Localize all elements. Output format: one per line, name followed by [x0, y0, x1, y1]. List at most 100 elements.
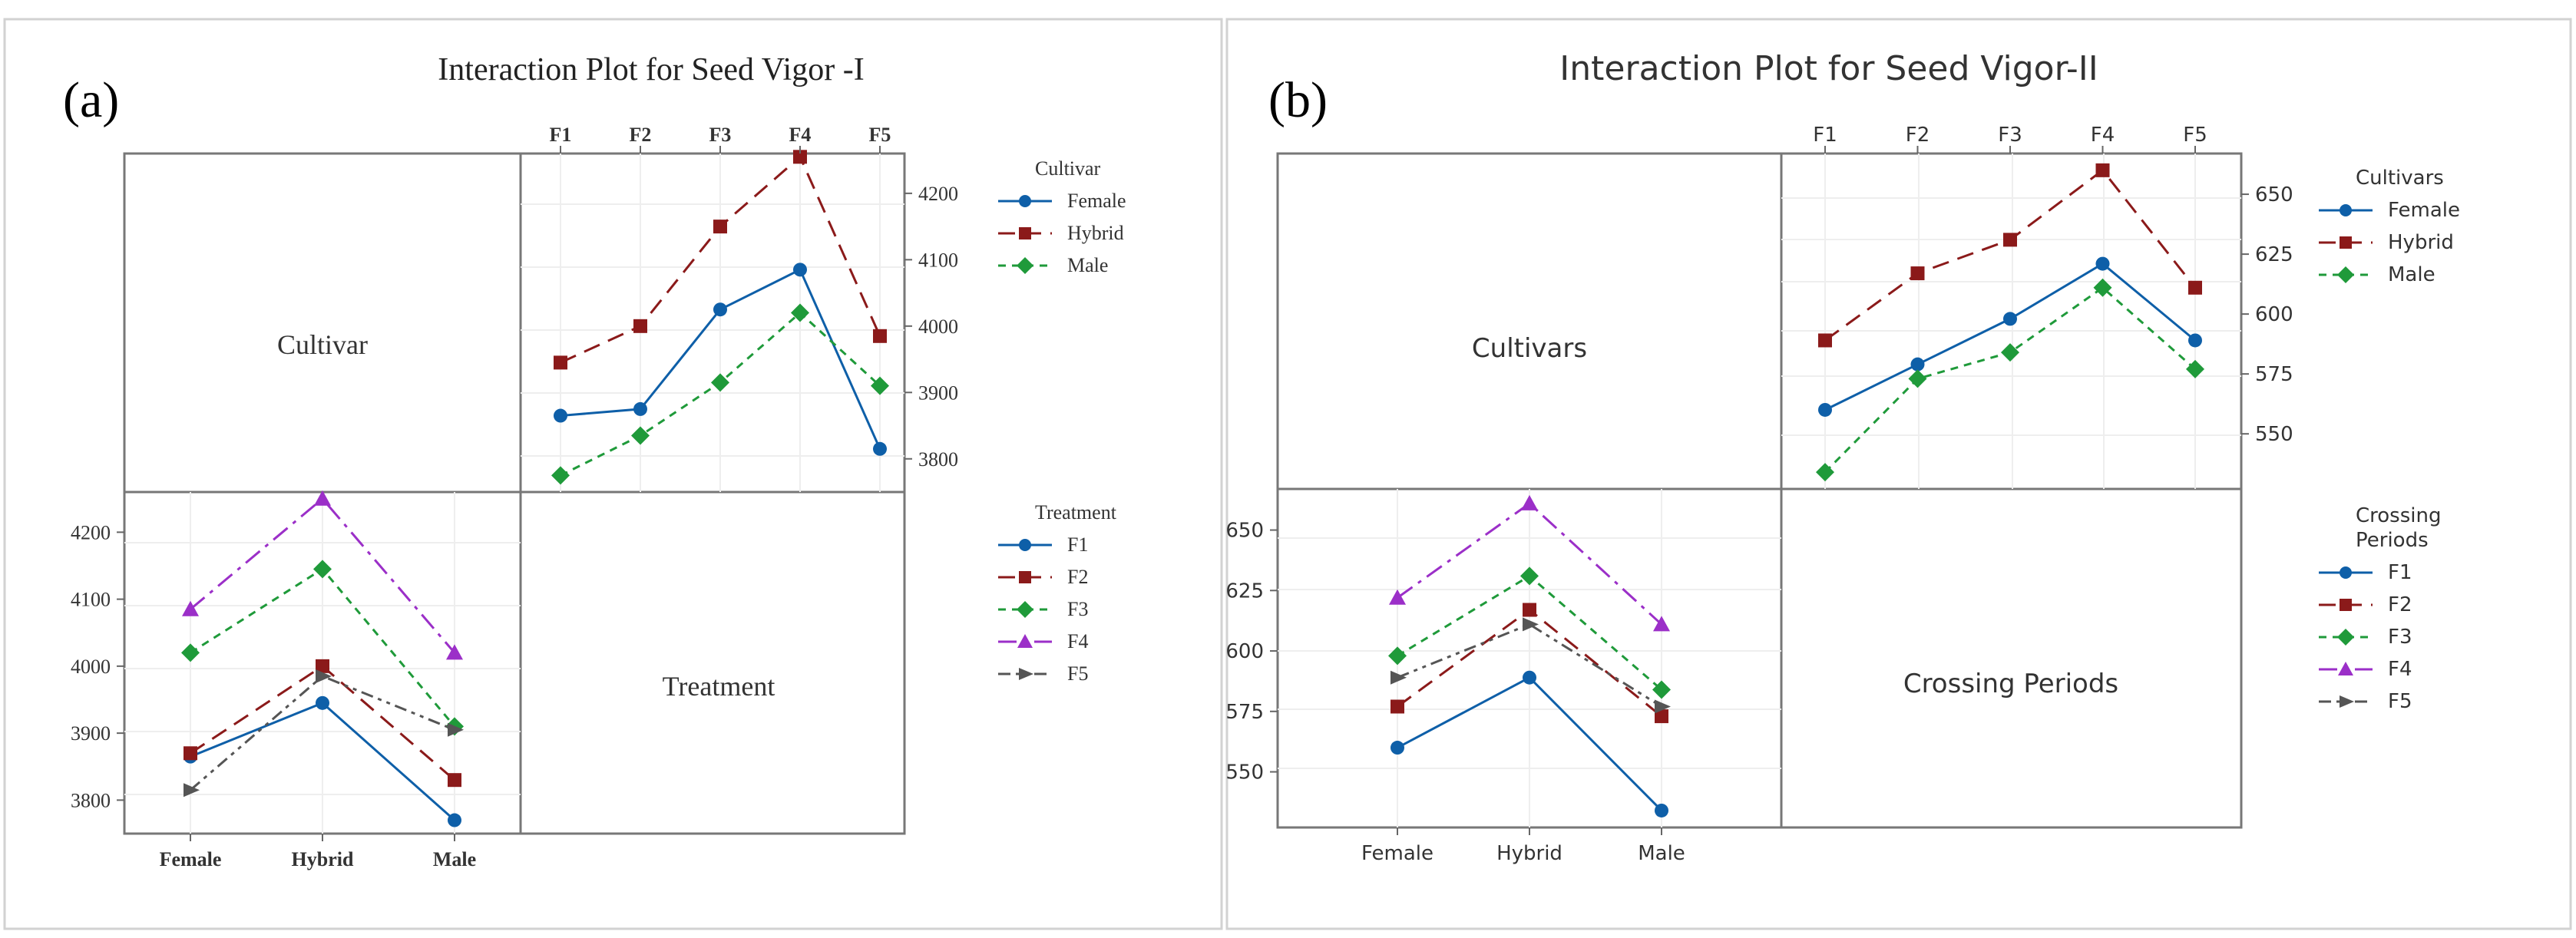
panel-b-tr-point-male	[2186, 359, 2204, 378]
panel-a-tr-point-male	[871, 376, 889, 395]
panel-a-bl-point-f4	[446, 644, 463, 660]
panel-a-bottom-legend-item: F2	[1067, 566, 1088, 588]
panel-b-bottom-legend-marker	[2340, 695, 2354, 708]
panel-b-bl-x-tick-label: Female	[1361, 842, 1433, 865]
panel-b-top-legend-marker	[2340, 204, 2352, 216]
panel-a-tr-y-tick-label: 4100	[918, 249, 958, 271]
panel-b-tr-point-male	[1816, 463, 1834, 482]
panel-a-top-legend-marker	[1019, 227, 1031, 239]
panel-a-tr-point-hybrid	[793, 150, 807, 164]
panel-b-bottom-legend-title: Crossing	[2356, 504, 2441, 527]
panel-b-tr-x-tick-label: F2	[1906, 124, 1930, 147]
panel-b-bl-x-tick-label: Male	[1638, 842, 1685, 865]
panel-b-bl-point-f1	[1523, 670, 1536, 685]
panel-b-bl-point-f5	[1391, 670, 1407, 685]
panel-b-tr-point-female	[1910, 357, 1925, 372]
panel-a-tr-y-tick-label: 4000	[918, 315, 958, 338]
panel-a-tr-x-tick-label: F5	[869, 124, 891, 146]
panel-a-top-legend-item: Female	[1067, 190, 1126, 212]
panel-b-top-var-label: Cultivars	[1472, 333, 1587, 364]
panel-b-bl-point-f5	[1523, 617, 1539, 632]
panel-a-legend-top: Cultivar Female Hybrid Male	[998, 157, 1126, 276]
panel-b-tr-y-tick-label: 625	[2255, 243, 2293, 266]
panel-a-tr-point-female	[713, 302, 727, 317]
panel-a-tr-x-tick-label: F3	[709, 124, 732, 146]
panel-b-tr-y-tick-label: 600	[2255, 303, 2293, 326]
panel-a-tr-series	[551, 150, 889, 485]
panel-a-bl-series	[181, 490, 464, 827]
panel-b-bl-point-f2	[1523, 603, 1536, 617]
panel-a-tr-point-male	[551, 466, 570, 485]
panel-a-bottom-left-plot: 3800 3900 4000 4100 4200 Female Hybrid Male	[71, 490, 521, 870]
panel-b-bl-point-f4	[1389, 589, 1406, 605]
panel-b-left-axis: 550 575 600 625 650	[1225, 520, 1278, 784]
panel-b-top-right-plot: F1 F2 F3 F4 F5 550 575 600 625 650	[1781, 124, 2293, 489]
panel-b-bottom-legend-title: Periods	[2356, 529, 2429, 552]
panel-b-bottom-legend-marker	[2340, 566, 2352, 579]
panel-a-tr-point-hybrid	[633, 319, 647, 333]
panel-b-frame	[1225, 18, 2572, 930]
panel-a-top-legend-item: Hybrid	[1067, 222, 1124, 244]
panel-b-tr-x-tick-label: F5	[2183, 124, 2207, 147]
panel-b-bl-point-f2	[1391, 699, 1404, 714]
panel-a-tr-x-tick-label: F1	[550, 124, 572, 146]
panel-a-bottom-legend-item: F4	[1067, 630, 1088, 652]
panel-a-legend-bottom: Treatment F1 F2 F3 F4 F5	[998, 501, 1117, 685]
panel-a-bl-point-f5	[184, 783, 200, 798]
panel-b-tr-y-tick-label: 550	[2255, 423, 2293, 446]
panel-a-tr-x-tick-label: F4	[789, 124, 812, 146]
panel-a-frame	[3, 18, 1223, 930]
panel-a-tr-point-female	[873, 441, 887, 456]
panel-a-top-legend-item: Male	[1067, 254, 1108, 276]
panel-a-tr-point-hybrid	[873, 329, 887, 343]
panel-a-tr-point-hybrid	[713, 220, 727, 234]
panel-b-tr-x-tick-label: F3	[1998, 124, 2022, 147]
panel-b-bl-series	[1388, 494, 1671, 817]
panel-b-bottom-legend-item: F3	[2388, 626, 2412, 649]
panel-b-top-legend-item: Male	[2388, 263, 2435, 286]
panel-a-top-legend-marker	[1019, 195, 1031, 207]
panel-a-tr-point-male	[711, 373, 729, 392]
panel-b-top-legend-title: Cultivars	[2356, 167, 2444, 190]
panel-a-bl-point-f1	[448, 813, 461, 827]
panel-a-tr-point-female	[554, 408, 567, 423]
panel-a-left-axis: 3800 3900 4000 4100 4200	[71, 521, 124, 811]
panel-a-bl-y-tick-label: 4200	[71, 521, 111, 543]
panel-b-tr-point-female	[2188, 333, 2202, 348]
panel-a-bottom-legend-title: Treatment	[1035, 501, 1117, 523]
panel-b-bl-grid	[1278, 489, 1781, 827]
panel-b-bl-point-f4	[1521, 494, 1538, 510]
panel-b-bottom-legend-marker	[2338, 662, 2353, 675]
panel-a-bottom-legend-marker	[1017, 634, 1033, 648]
panel-a-bottom-legend-marker	[1019, 539, 1031, 551]
panel-a-tr-x-tick-label: F2	[630, 124, 652, 146]
panel-b-bottom-legend-item: F4	[2388, 658, 2412, 681]
panel-b-bl-point-f4	[1653, 616, 1670, 632]
panel-a-bottom-legend-marker	[1019, 571, 1031, 583]
panel-b-tr-point-male	[1908, 369, 1927, 388]
panel-a-tr-point-hybrid	[554, 355, 567, 370]
panel-b-bottom-legend-item: F1	[2388, 561, 2412, 584]
panel-a-bl-x-tick-label: Male	[433, 848, 476, 870]
panel-a-tr-grid	[521, 154, 904, 492]
panel-a-top-var-label: Cultivar	[277, 329, 368, 360]
panel-a: (a) Interaction Plot for Seed Vigor -I C…	[3, 18, 1223, 930]
panel-a-tr-point-male	[631, 426, 650, 445]
panel-b-top-legend-item: Hybrid	[2388, 231, 2454, 254]
panel-a-top-legend-title: Cultivar	[1035, 157, 1101, 180]
panel-b-right-axis: 550 575 600 625 650	[2241, 183, 2293, 446]
panel-b-bl-point-f1	[1655, 803, 1668, 817]
panel-a-top-axis: F1 F2 F3 F4 F5	[550, 124, 891, 154]
panel-b-tr-point-female	[2095, 256, 2110, 271]
panel-b-top-legend-marker	[2337, 266, 2354, 283]
panel-b-tr-point-hybrid	[2188, 280, 2202, 295]
panel-a-tr-point-male	[791, 303, 809, 322]
panel-a-bottom-legend-item: F5	[1067, 662, 1088, 685]
panel-b-top-legend-marker	[2340, 236, 2352, 249]
panel-a-bl-point-f2	[448, 773, 461, 788]
panel-a-grid-frame	[123, 152, 906, 835]
panel-a-bl-point-f5	[316, 669, 332, 683]
panel-b-bl-y-tick-label: 550	[1225, 761, 1264, 784]
